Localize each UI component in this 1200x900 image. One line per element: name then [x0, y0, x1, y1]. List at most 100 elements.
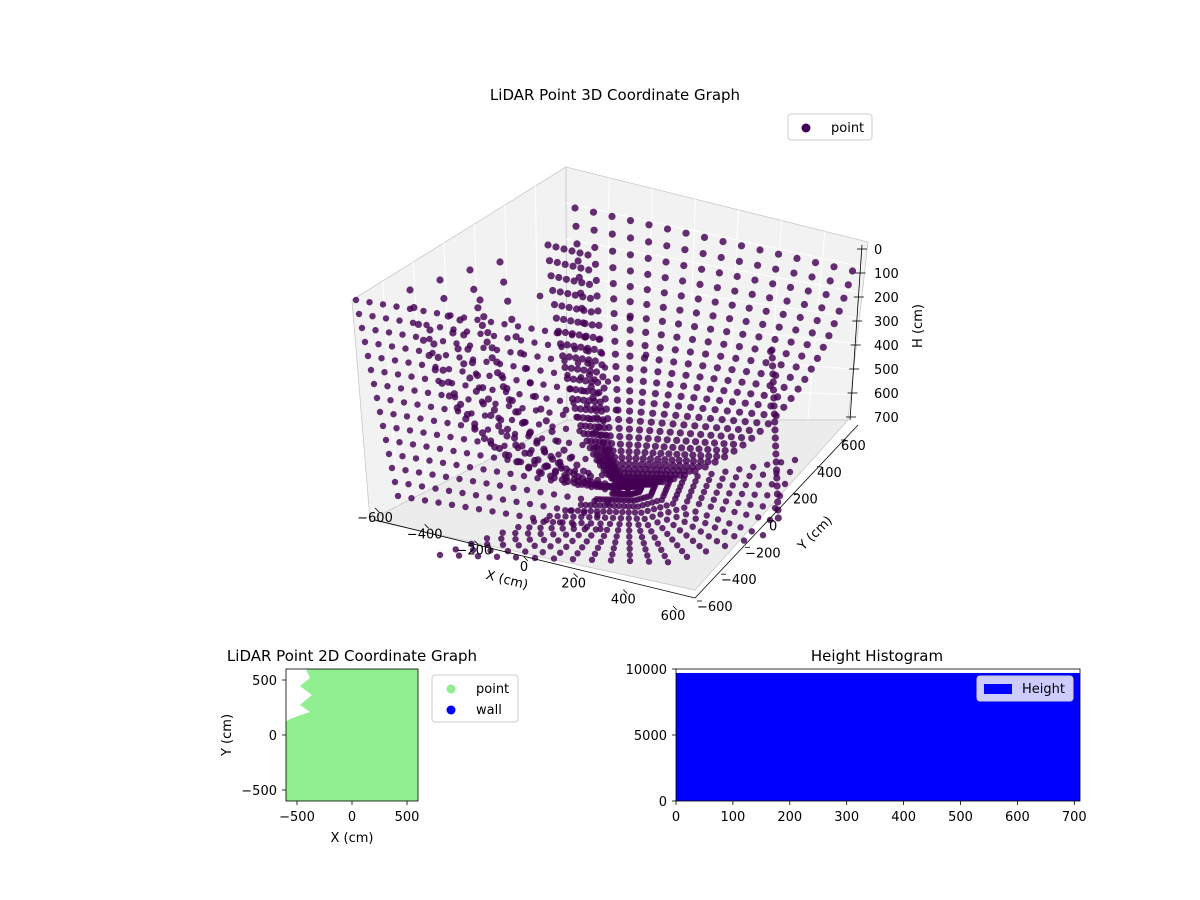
chart-histogram-y-ticks: 0 5000 10000 — [626, 663, 676, 810]
point-marker — [556, 397, 564, 404]
point-marker — [541, 327, 549, 334]
point-marker — [533, 437, 541, 445]
point-marker — [732, 354, 740, 362]
point-marker — [635, 434, 643, 442]
point-marker — [489, 508, 496, 515]
point-marker — [586, 367, 594, 375]
point-marker — [662, 258, 670, 266]
point-marker — [453, 461, 460, 469]
point-marker — [728, 301, 736, 309]
point-marker — [736, 466, 743, 473]
point-marker — [711, 458, 719, 466]
point-marker — [581, 526, 588, 533]
point-marker — [577, 374, 585, 381]
point-marker — [754, 261, 762, 269]
point-marker — [540, 536, 548, 544]
point-marker — [436, 551, 444, 559]
point-marker — [587, 520, 595, 527]
point-marker — [626, 364, 634, 372]
x-tick-label: 500 — [948, 810, 973, 825]
point-marker — [675, 456, 683, 464]
point-marker — [639, 388, 647, 396]
point-marker — [468, 359, 477, 367]
point-marker — [665, 450, 673, 458]
point-marker — [611, 502, 618, 509]
point-marker — [729, 440, 738, 448]
point-marker — [703, 395, 711, 403]
point-marker — [701, 463, 709, 471]
point-marker — [578, 519, 585, 527]
point-marker — [562, 406, 570, 414]
point-marker — [517, 349, 525, 357]
point-marker — [554, 513, 561, 520]
x-tick-label: 200 — [777, 810, 802, 825]
point-marker — [478, 429, 487, 437]
point-marker — [730, 417, 738, 425]
point-marker — [663, 436, 671, 444]
point-marker — [599, 373, 607, 381]
point-marker — [583, 402, 591, 409]
point-marker — [515, 542, 522, 549]
point-marker — [666, 477, 673, 485]
point-marker — [547, 472, 555, 480]
point-marker — [657, 331, 665, 339]
point-marker — [716, 396, 724, 405]
point-marker — [388, 343, 396, 350]
point-marker — [551, 467, 560, 475]
x-tick-mark — [523, 556, 529, 562]
point-marker — [606, 502, 613, 509]
point-marker — [537, 489, 544, 496]
y-tick-label: 600 — [841, 439, 866, 454]
point-marker — [642, 351, 650, 359]
point-marker — [769, 362, 777, 370]
point-marker — [813, 354, 822, 362]
point-marker — [770, 394, 778, 402]
z-tick-label: 100 — [874, 267, 899, 282]
point-marker — [625, 425, 634, 433]
point-marker — [771, 418, 779, 426]
point-marker — [587, 501, 594, 509]
point-marker — [495, 422, 503, 430]
point-marker — [754, 401, 762, 409]
point-marker — [626, 217, 635, 225]
point-marker — [594, 544, 602, 551]
point-marker — [562, 513, 569, 520]
point-marker — [633, 515, 640, 522]
point-marker — [471, 420, 479, 428]
point-marker — [728, 398, 737, 406]
point-marker — [429, 471, 436, 478]
point-marker — [663, 242, 671, 250]
point-marker — [719, 238, 727, 246]
point-marker — [423, 443, 430, 450]
point-marker — [493, 468, 501, 475]
point-marker — [592, 368, 601, 376]
point-marker — [624, 484, 632, 492]
point-marker — [742, 368, 751, 376]
point-marker — [625, 460, 633, 468]
point-marker — [518, 442, 526, 450]
point-marker — [625, 515, 632, 522]
point-marker — [600, 418, 607, 425]
x-tick-label: 100 — [720, 810, 745, 825]
point-marker — [640, 366, 648, 374]
point-marker — [786, 468, 794, 476]
point-marker — [663, 225, 672, 233]
point-marker — [582, 455, 589, 463]
point-marker — [609, 264, 617, 272]
point-marker — [593, 292, 601, 300]
point-marker — [558, 302, 566, 310]
point-marker — [555, 273, 563, 282]
point-marker — [676, 429, 684, 437]
point-marker — [770, 410, 779, 418]
point-marker — [830, 263, 838, 271]
point-marker — [606, 446, 613, 453]
point-marker — [772, 265, 780, 273]
point-marker — [445, 487, 453, 494]
point-marker — [764, 420, 772, 428]
point-marker — [394, 371, 402, 378]
point-marker — [771, 426, 779, 434]
point-marker — [748, 409, 756, 417]
point-marker — [553, 505, 561, 512]
point-marker — [444, 378, 452, 386]
point-marker — [658, 546, 665, 553]
